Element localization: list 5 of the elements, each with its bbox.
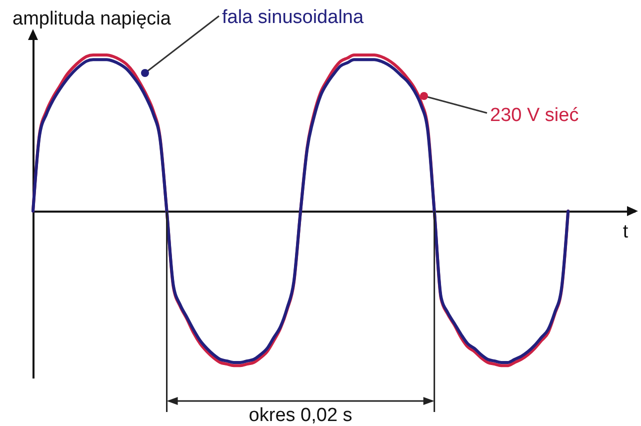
series-label: fala sinusoidalna <box>222 7 364 28</box>
y-axis-title: amplituda napięcia <box>12 8 172 30</box>
text: 230 V sieć <box>490 105 579 126</box>
text: okres 0,02 s <box>248 405 352 426</box>
x-axis-title: t <box>622 222 629 243</box>
